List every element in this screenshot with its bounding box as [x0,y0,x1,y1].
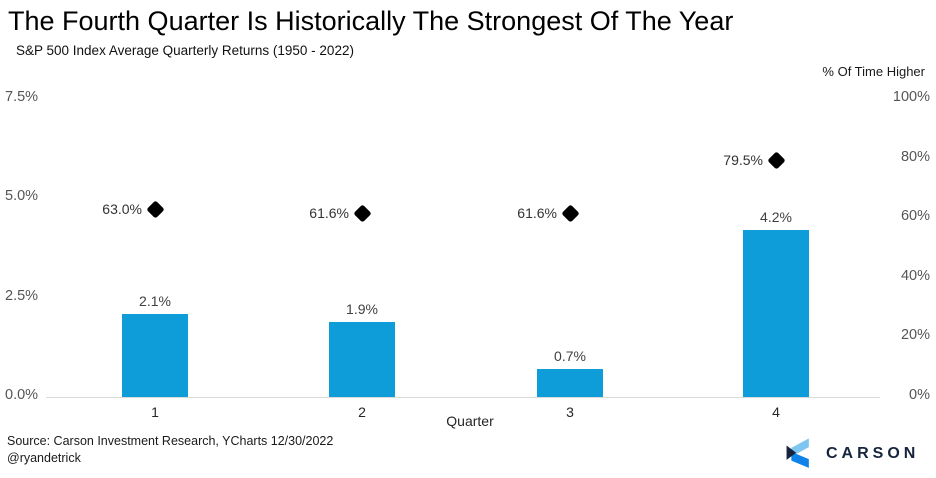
x-axis-label: Quarter [446,413,494,429]
chart-subtitle: S&P 500 Index Average Quarterly Returns … [16,43,354,58]
x-axis-category-2: 2 [358,404,366,420]
carson-logo-icon [786,438,809,468]
right-axis-tick-40%: 40% [900,267,930,284]
source-attribution: Source: Carson Investment Research, YCha… [7,434,334,448]
right-axis-tick-100%: 100% [892,89,930,105]
left-axis-tick-5.0%: 5.0% [5,188,39,205]
bar-value-label-q2: 1.9% [346,300,378,317]
right-axis-title: % Of Time Higher [822,64,925,79]
carson-logo-text: CARSON [826,445,920,462]
diamond-value-label-q3: 61.6% [517,205,557,222]
diamond-value-label-q4: 79.5% [723,152,763,169]
bar-q3 [537,369,603,397]
bar-value-label-q4: 4.2% [760,209,792,226]
left-axis-tick-2.5%: 2.5% [5,287,39,304]
left-axis-tick-0.0%: 0.0% [5,387,39,403]
bar-q1 [122,313,188,397]
bar-q2 [329,321,395,397]
x-axis-category-1: 1 [151,404,159,420]
right-axis-tick-60%: 60% [900,208,930,225]
x-axis-category-4: 4 [772,404,780,420]
left-axis-tick-7.5%: 7.5% [5,89,39,105]
bar-value-label-q3: 0.7% [554,348,586,365]
right-axis-tick-0%: 0% [909,387,930,403]
plot-area [46,99,880,398]
right-axis-tick-20%: 20% [900,327,930,344]
bar-value-label-q1: 2.1% [139,292,171,309]
bar-q4 [743,230,809,397]
right-axis-tick-80%: 80% [900,148,930,165]
twitter-handle: @ryandetrick [7,451,81,465]
chart-title: The Fourth Quarter Is Historically The S… [8,6,734,36]
diamond-value-label-q1: 63.0% [102,201,142,218]
x-axis-category-3: 3 [566,404,574,420]
diamond-value-label-q2: 61.6% [309,205,349,222]
